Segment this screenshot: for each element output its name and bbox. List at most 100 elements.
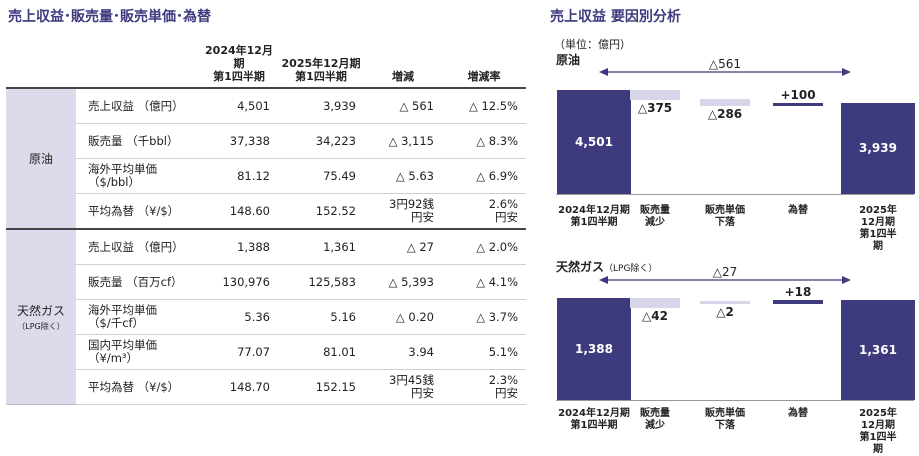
sales-table: 2024年12月期 第1四半期 2025年12月期 第1四半期 増減 増減率 原… (6, 44, 526, 405)
group-name: 原油 (28, 152, 53, 166)
header-diff: 増減 (392, 70, 414, 83)
cell-diff: 3.94 (364, 334, 442, 370)
group-sub: （LPG除く） (17, 322, 65, 331)
table-row: 天然ガス （LPG除く） 売上収益 （億円） 1,388 1,361 △ 27 △ 2.0% (6, 228, 526, 405)
category-label: 為替 (788, 205, 808, 216)
cell-item: 海外平均単価 （$/bbl） (76, 158, 200, 194)
cell-item: 売上収益 （億円） (76, 228, 200, 265)
cell-v2: 75.49 (278, 158, 364, 194)
cell-v2: 3,939 (278, 87, 364, 124)
cell-item: 国内平均単価 （¥/m³） (76, 334, 200, 370)
cell-v2: 5.16 (278, 299, 364, 335)
header-rate: 増減率 (467, 70, 501, 83)
total-bar (557, 298, 631, 400)
table-row: 販売量 （千bbl） 37,338 34,223 △ 3,115 △ 8.3% (6, 123, 526, 159)
cell-item: 売上収益 （億円） (76, 87, 200, 124)
cell-rate: △ 12.5% (442, 87, 526, 124)
header-2025: 2025年12月期 第1四半期 (281, 57, 361, 83)
cell-item: 平均為替 （¥/$） (76, 369, 200, 405)
cell-diff: △ 3,115 (364, 123, 442, 159)
right-section-title: 売上収益 要因別分析 (550, 9, 681, 25)
category-label: 販売量 減少 (640, 205, 670, 228)
cell-item: 販売量 （千bbl） (76, 123, 200, 159)
group-label: 原油 (6, 87, 76, 230)
cell-v1: 5.36 (200, 299, 278, 335)
cell-rate: △ 3.7% (442, 299, 526, 335)
cell-item: 販売量 （百万cf） (76, 264, 200, 300)
cell-v1: 37,338 (200, 123, 278, 159)
cell-rate: △ 8.3% (442, 123, 526, 159)
cell-rate: 2.3% 円安 (442, 369, 526, 405)
total-change-label: △561 (708, 57, 742, 71)
decrease-bar (700, 301, 750, 305)
cell-item: 平均為替 （¥/$） (76, 193, 200, 230)
cell-v1: 1,388 (200, 228, 278, 265)
delta-label: △286 (707, 107, 743, 122)
increase-bar (773, 102, 823, 106)
chart-title: 原油 (556, 51, 580, 68)
bar-value-label: 1,361 (859, 342, 897, 357)
cell-rate: 5.1% (442, 334, 526, 370)
increase-bar (773, 299, 823, 305)
decrease-bar (630, 90, 680, 100)
bar-value-label: 1,388 (575, 342, 613, 356)
delta-label: △2 (716, 305, 734, 320)
chart-axis (556, 194, 914, 195)
delta-label: △42 (642, 309, 668, 323)
table-row: 国内平均単価 （¥/m³） 77.07 81.01 3.94 5.1% (6, 334, 526, 370)
cell-v1: 148.60 (200, 193, 278, 230)
cell-v2: 1,361 (278, 228, 364, 265)
table-row: 海外平均単価 （$/bbl） 81.12 75.49 △ 5.63 △ 6.9% (6, 158, 526, 194)
category-label: 2025年12月期 第1四半期 (859, 205, 897, 252)
cell-diff: △ 0.20 (364, 299, 442, 335)
cell-v1: 4,501 (200, 87, 278, 124)
cell-v2: 81.01 (278, 334, 364, 370)
table-row: 販売量 （百万cf） 130,976 125,583 △ 5,393 △ 4.1% (6, 264, 526, 300)
cell-diff: 3円45銭 円安 (364, 369, 442, 405)
total-bar (557, 90, 631, 194)
cell-rate: △ 2.0% (442, 228, 526, 265)
cell-diff: △ 5,393 (364, 264, 442, 300)
cell-v1: 81.12 (200, 158, 278, 194)
chart-title-note: （LPG除く） (604, 264, 658, 274)
total-bar (841, 102, 915, 194)
cell-v2: 125,583 (278, 264, 364, 300)
bar-value-label: 4,501 (575, 135, 613, 149)
bar-value-label: 3,939 (859, 141, 897, 156)
category-label: 為替 (788, 408, 808, 419)
cell-rate: △ 6.9% (442, 158, 526, 194)
cell-diff: △ 561 (364, 87, 442, 124)
cell-v1: 130,976 (200, 264, 278, 300)
cell-item: 海外平均単価 （$/千cf） (76, 299, 200, 335)
category-label: 2025年12月期 第1四半期 (859, 408, 897, 455)
cell-v1: 77.07 (200, 334, 278, 370)
cell-diff: △ 27 (364, 228, 442, 265)
total-change-label: △27 (712, 265, 738, 279)
cell-rate: △ 4.1% (442, 264, 526, 300)
table-row: 原油 売上収益 （億円） 4,501 3,939 △ 561 △ 12.5% (6, 87, 526, 230)
left-section-title: 売上収益･販売量･販売単価･為替 (8, 9, 211, 25)
cell-v2: 152.52 (278, 193, 364, 230)
table-row: 海外平均単価 （$/千cf） 5.36 5.16 △ 0.20 △ 3.7% (6, 299, 526, 335)
table-row: 平均為替 （¥/$） 148.70 152.15 3円45銭 円安 2.3% 円安 (6, 369, 526, 405)
cell-v2: 152.15 (278, 369, 364, 405)
cell-v2: 34,223 (278, 123, 364, 159)
category-label: 販売単価 下落 (705, 408, 745, 431)
chart-title-text: 天然ガス (556, 260, 605, 274)
group-name: 天然ガス (16, 304, 65, 318)
table-row: 平均為替 （¥/$） 148.60 152.52 3円92銭 円安 2.6% 円安 (6, 193, 526, 230)
delta-label: △375 (637, 101, 673, 115)
total-bar (841, 299, 915, 400)
category-label: 2024年12月期 第1四半期 (558, 408, 630, 431)
delta-label: +100 (780, 87, 816, 102)
group-label: 天然ガス （LPG除く） (6, 228, 76, 405)
unit-label: （単位：億円） (554, 38, 631, 51)
decrease-bar (700, 98, 750, 107)
header-2024: 2024年12月期 第1四半期 (205, 44, 273, 83)
chart-axis (556, 400, 914, 401)
category-label: 販売単価 下落 (705, 205, 745, 228)
cell-rate: 2.6% 円安 (442, 193, 526, 230)
cell-diff: △ 5.63 (364, 158, 442, 194)
category-label: 2024年12月期 第1四半期 (558, 205, 630, 228)
cell-diff: 3円92銭 円安 (364, 193, 442, 230)
